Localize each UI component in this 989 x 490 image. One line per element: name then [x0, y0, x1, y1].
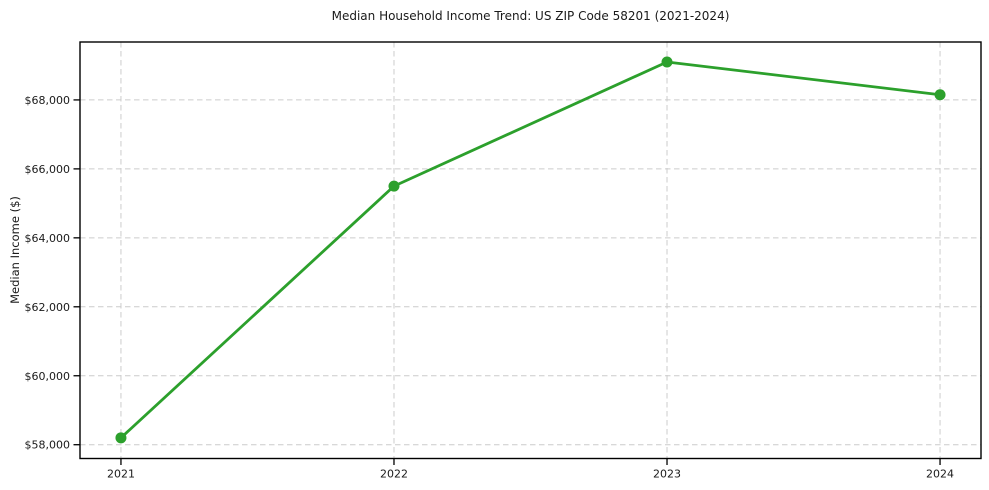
income-trend-line	[119, 60, 942, 440]
data-point-marker	[661, 56, 673, 68]
y-tick-label: $64,000	[25, 232, 71, 245]
plot-frame	[79, 41, 982, 460]
x-tick-label: 2022	[380, 468, 408, 481]
y-axis-label: Median Income ($)	[8, 196, 22, 304]
data-point-marker	[388, 180, 400, 192]
x-tick-label: 2023	[653, 468, 681, 481]
data-point-marker	[934, 89, 946, 101]
y-tick-label: $58,000	[25, 439, 71, 452]
y-tick-label: $60,000	[25, 370, 71, 383]
y-tick-label: $68,000	[25, 94, 71, 107]
y-tick-label: $66,000	[25, 163, 71, 176]
x-tick-label: 2021	[107, 468, 135, 481]
x-tick-label: 2024	[926, 468, 954, 481]
chart-title: Median Household Income Trend: US ZIP Co…	[331, 9, 730, 23]
y-tick-label: $62,000	[25, 301, 71, 314]
data-point-marker	[115, 432, 127, 444]
